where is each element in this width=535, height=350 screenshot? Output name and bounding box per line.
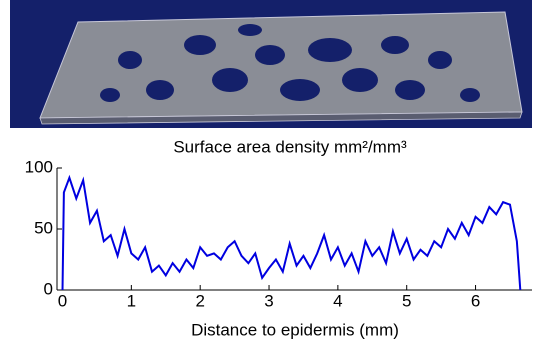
rendering [10, 0, 532, 128]
x-tick-label: 1 [127, 291, 136, 310]
x-tick-label: 0 [58, 291, 67, 310]
x-tick-label: 3 [264, 291, 273, 310]
page: {"chart_data": {"type": "line", "title":… [0, 0, 535, 345]
x-axis-label: Distance to epidermis (mm) [191, 320, 399, 339]
x-tick-label: 2 [195, 291, 204, 310]
data-line [63, 178, 521, 290]
y-tick-label: 0 [44, 279, 53, 298]
chart-title: Surface area density mm²/mm³ [173, 137, 407, 156]
y-tick-label: 100 [25, 157, 53, 176]
figure: Surface area density mm²/mm³ Distance to… [0, 0, 535, 345]
x-tick-label: 5 [402, 291, 411, 310]
x-tick-label: 4 [333, 291, 342, 310]
y-tick-label: 50 [34, 218, 53, 237]
x-tick-label: 6 [471, 291, 480, 310]
